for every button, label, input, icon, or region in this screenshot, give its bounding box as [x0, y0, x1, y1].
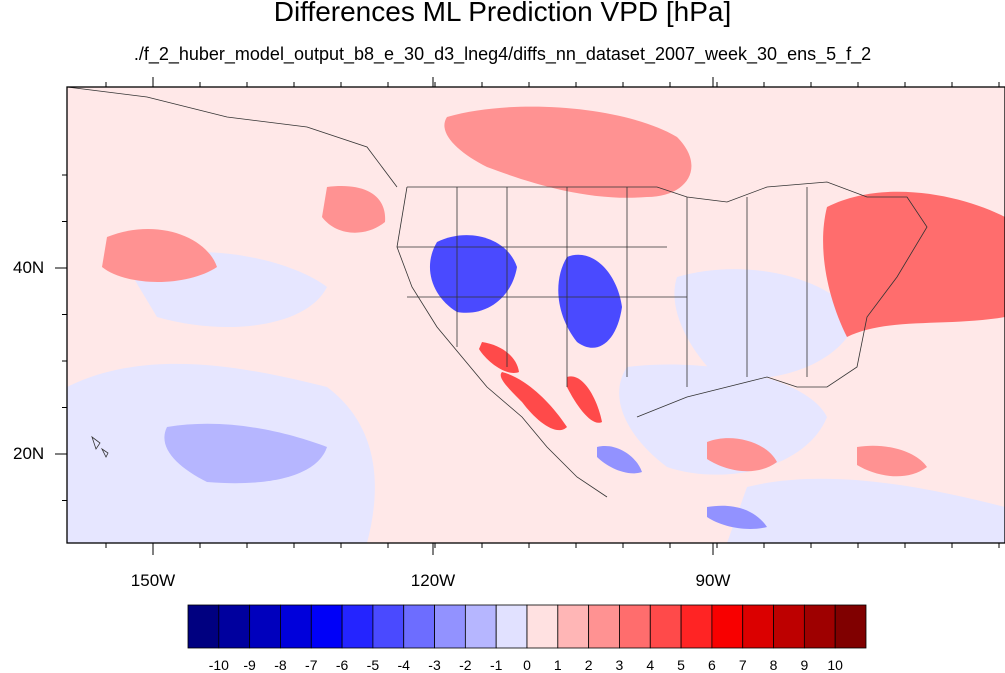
colorbar-tick-label: 2: [584, 657, 593, 673]
plot-title: Differences ML Prediction VPD [hPa]: [273, 0, 732, 27]
colorbar-tick-label: -8: [274, 657, 287, 673]
lon-label-90w: 90W: [695, 571, 731, 590]
colorbar-tick-label: -1: [489, 657, 503, 673]
colorbar-swatch: [495, 604, 528, 649]
colorbar-swatch: [526, 604, 559, 649]
colorbar-tick-label: 6: [708, 657, 716, 673]
region-great-basin-negative: [429, 235, 517, 313]
colorbar-swatch: [434, 604, 466, 649]
colorbar-swatch: [619, 604, 651, 649]
map-panel: [55, 77, 1005, 555]
colorbar-swatch: [711, 604, 744, 649]
colorbar-tick-label: -7: [305, 657, 318, 673]
coastlines: [67, 87, 928, 498]
regions-layer: [102, 106, 1005, 529]
region-caribbean-positive: [707, 438, 927, 477]
colorbar-swatch: [310, 604, 343, 649]
lat-label-40n: 40N: [13, 258, 45, 277]
colorbar-tick-label: 7: [738, 657, 747, 673]
region-canada-positive: [444, 106, 692, 198]
region-central-pacific-negative: [164, 423, 327, 484]
colorbar-swatch: [803, 604, 836, 649]
colorbar-swatch: [680, 604, 713, 649]
lon-label-120w: 120W: [410, 571, 456, 590]
colorbar-tick-label: 5: [677, 657, 685, 673]
colorbar-tick-label: -4: [397, 657, 410, 673]
region-ne-pacific-positive: [102, 186, 386, 282]
colorbar-tick-label: 0: [523, 657, 531, 673]
colorbar-tick-label: -2: [459, 657, 472, 673]
colorbar-swatch: [557, 604, 590, 649]
colorbar-swatch: [773, 604, 805, 649]
colorbar-swatch: [834, 604, 867, 649]
colorbar-swatch: [372, 604, 405, 649]
region-central-america-negative: [597, 446, 767, 529]
colorbar-tick-label: 9: [800, 657, 809, 673]
colorbar-tick-label: 8: [769, 657, 778, 673]
lon-label-150w: 150W: [130, 571, 176, 590]
weak-negative-gulf: [619, 364, 827, 475]
colorbar-tick-label: 10: [827, 657, 843, 673]
map-canvas: [55, 77, 1005, 555]
colorbar-tick-label: -3: [428, 657, 441, 673]
colorbar-swatch: [742, 604, 774, 649]
colorbar-swatch: [187, 604, 220, 649]
colorbar-swatch: [588, 604, 620, 649]
colorbar: [187, 604, 867, 649]
lat-label-20n: 20N: [13, 444, 45, 463]
colorbar-swatch: [218, 604, 251, 649]
region-baja-positive: [479, 342, 567, 431]
colorbar-tick-label: -5: [366, 657, 380, 673]
colorbar-tick-label: -6: [335, 657, 349, 673]
colorbar-tick-label: 4: [646, 657, 655, 673]
colorbar-swatch: [649, 604, 682, 649]
colorbar-swatch: [464, 604, 497, 649]
colorbar-swatch: [403, 604, 435, 649]
plot-subtitle: ./f_2_huber_model_output_b8_e_30_d3_lneg…: [133, 44, 872, 64]
colorbar-tick-label: 3: [615, 657, 624, 673]
colorbar-swatch: [249, 604, 281, 649]
colorbar-tick-label: 1: [553, 657, 562, 673]
region-west-atlantic-positive: [823, 191, 1005, 337]
region-mexico-positive: [567, 376, 602, 423]
weak-negative-east-us: [674, 269, 857, 379]
colorbar-tick-label: -10: [208, 657, 229, 673]
region-southern-plains-negative: [558, 254, 622, 348]
colorbar-swatch: [280, 604, 312, 649]
weak-negative-south: [727, 478, 1005, 543]
colorbar-swatch: [341, 604, 374, 649]
colorbar-tick-label: -9: [243, 657, 256, 673]
